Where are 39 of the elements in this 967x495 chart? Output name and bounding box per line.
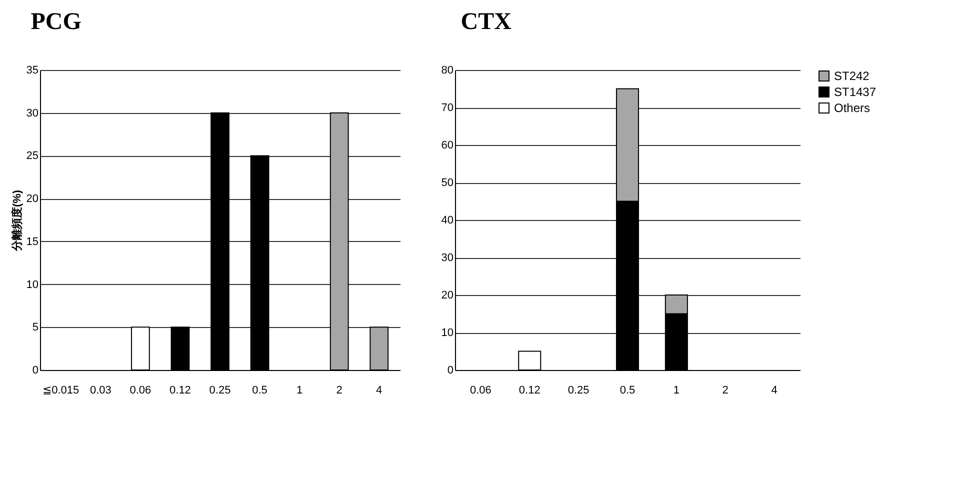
y-tick-label: 40: [441, 214, 454, 226]
x-tick-label: 0.12: [170, 384, 191, 396]
x-tick-label: 2: [722, 384, 728, 396]
legend-label: ST242: [834, 69, 870, 83]
y-tick-label: 20: [26, 193, 38, 206]
x-tick-label: 0.5: [252, 384, 268, 396]
x-tick-label: 4: [771, 384, 778, 396]
y-tick-label: 15: [26, 236, 38, 248]
y-tick-label: 30: [26, 107, 38, 120]
chart-title: PCG: [30, 9, 82, 35]
y-tick-label: 35: [26, 64, 38, 76]
x-tick-label: 0.25: [209, 384, 231, 396]
y-tick-label: 30: [441, 252, 454, 264]
y-tick-label: 0: [447, 364, 454, 376]
x-tick-label: 1: [296, 384, 303, 396]
x-tick-label: 0.03: [90, 384, 112, 396]
y-tick-label: 5: [32, 322, 38, 334]
x-tick-label: 2: [336, 384, 342, 396]
y-tick-label: 60: [441, 140, 454, 152]
x-tick-label: 4: [376, 384, 382, 396]
x-tick-label: 0.06: [470, 384, 492, 396]
x-tick-label: 0.25: [568, 384, 590, 396]
y-axis-title: 分離頻度(%): [10, 190, 24, 252]
y-tick-label: 20: [441, 290, 454, 302]
y-tick-label: 25: [26, 150, 38, 162]
y-tick-label: 50: [441, 177, 454, 189]
x-tick-label: 0.5: [620, 384, 636, 396]
legend-label: Others: [834, 101, 870, 115]
chart-title: CTX: [460, 9, 512, 35]
x-tick-label: 0.06: [130, 384, 152, 396]
x-tick-label: 1: [673, 384, 680, 396]
y-tick-label: 0: [32, 364, 38, 376]
y-tick-label: 10: [26, 278, 38, 291]
y-tick-label: 10: [441, 327, 454, 339]
y-tick-label: 70: [441, 102, 454, 114]
x-tick-label: ≦0.015: [42, 384, 80, 396]
legend-label: ST1437: [834, 85, 876, 99]
y-tick-label: 80: [441, 64, 454, 76]
x-tick-label: 0.12: [518, 384, 540, 396]
